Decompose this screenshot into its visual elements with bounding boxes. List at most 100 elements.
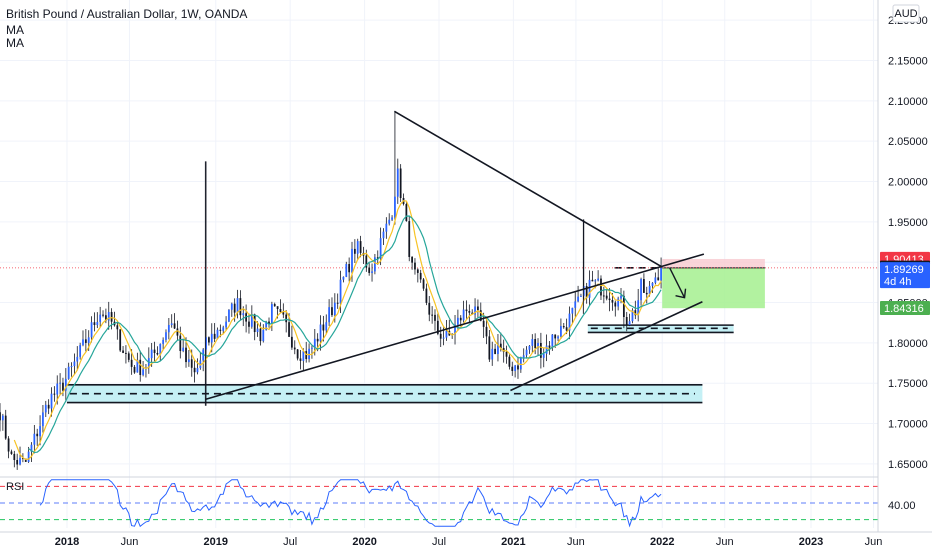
candle-body bbox=[374, 257, 376, 272]
candle-body bbox=[474, 306, 476, 315]
candle-body bbox=[16, 460, 19, 465]
indicator-ma-1[interactable]: MA bbox=[6, 23, 24, 37]
candle-body bbox=[262, 329, 265, 342]
candle-body bbox=[73, 361, 76, 367]
candle-body bbox=[568, 313, 571, 331]
rsi-header: RSI 40.00 bbox=[6, 481, 916, 512]
candle-body bbox=[605, 295, 608, 299]
candle-body bbox=[462, 309, 465, 321]
candle-body bbox=[53, 393, 56, 395]
candle-body bbox=[602, 295, 605, 297]
rsi-pane bbox=[0, 476, 878, 528]
candle-body bbox=[165, 332, 167, 340]
candle-body bbox=[265, 321, 268, 330]
candle-body bbox=[428, 302, 431, 315]
candle-body bbox=[531, 339, 534, 346]
candle-body bbox=[99, 314, 102, 322]
candle-body bbox=[308, 348, 310, 360]
candle-body bbox=[142, 369, 144, 375]
candle-body bbox=[508, 356, 511, 367]
candle-body bbox=[628, 321, 631, 325]
candle-body bbox=[50, 393, 53, 409]
currency-badge[interactable]: AUD bbox=[892, 4, 920, 23]
candle-body bbox=[648, 285, 651, 295]
candle-body bbox=[233, 303, 236, 313]
candle-body bbox=[242, 313, 245, 316]
candle-body bbox=[104, 315, 107, 321]
candle-body bbox=[253, 314, 256, 333]
candle-body bbox=[505, 352, 508, 357]
price-tick-label: 1.80000 bbox=[888, 338, 928, 350]
time-tick-label: Jun bbox=[567, 536, 585, 548]
candle-body bbox=[230, 303, 233, 310]
candle-body bbox=[56, 383, 59, 395]
candle-body bbox=[328, 307, 330, 323]
trendlines[interactable] bbox=[204, 110, 705, 406]
candle-body bbox=[248, 321, 250, 327]
candle-body bbox=[84, 339, 87, 343]
price-tick-label: 1.65000 bbox=[888, 459, 928, 471]
candle-body bbox=[268, 321, 270, 324]
candle-body bbox=[376, 257, 379, 259]
stop-loss-zone bbox=[662, 258, 765, 268]
candle-body bbox=[477, 306, 479, 311]
indicator-ma-2[interactable]: MA bbox=[6, 36, 24, 50]
candle-body bbox=[645, 292, 648, 295]
candle-body bbox=[353, 248, 356, 254]
candle-body bbox=[631, 310, 634, 322]
price-tick-label: 2.00000 bbox=[888, 177, 928, 189]
candle-body bbox=[156, 353, 159, 355]
candle-body bbox=[654, 277, 657, 283]
candle-body bbox=[150, 349, 153, 359]
candle-body bbox=[33, 433, 36, 445]
candle-body bbox=[219, 329, 222, 331]
candle-body bbox=[342, 276, 345, 280]
candle-body bbox=[208, 337, 210, 343]
candle-body bbox=[457, 317, 459, 325]
candle-body bbox=[24, 458, 27, 462]
candle-body bbox=[196, 368, 199, 373]
candle-body bbox=[250, 314, 253, 327]
time-tick-label: 2020 bbox=[352, 536, 376, 548]
candle-body bbox=[345, 264, 348, 277]
candle-body bbox=[582, 286, 585, 296]
time-tick-label: Jul bbox=[432, 536, 446, 548]
candle-body bbox=[291, 336, 293, 348]
candle-body bbox=[110, 312, 113, 322]
candle-body bbox=[293, 347, 296, 350]
candle-body bbox=[445, 330, 448, 338]
candle-body bbox=[13, 453, 16, 461]
candle-body bbox=[279, 309, 282, 313]
candle-body bbox=[90, 322, 93, 338]
candle-body bbox=[296, 349, 299, 359]
candle-body bbox=[497, 343, 499, 355]
candle-body bbox=[316, 338, 319, 342]
candle-body bbox=[222, 327, 225, 331]
candle-body bbox=[365, 255, 368, 268]
time-tick-label: 2023 bbox=[799, 536, 823, 548]
candle-body bbox=[517, 365, 519, 370]
price-tick-label: 2.15000 bbox=[888, 56, 928, 68]
candle-body bbox=[577, 296, 579, 302]
forecast-arrow-head bbox=[675, 288, 687, 299]
candle-body bbox=[1, 415, 4, 421]
rsi-label[interactable]: RSI bbox=[6, 481, 24, 493]
candle-body bbox=[565, 327, 568, 331]
time-tick-label: Jun bbox=[716, 536, 734, 548]
candle-body bbox=[422, 279, 425, 289]
chart-grid bbox=[0, 0, 878, 528]
candle-body bbox=[539, 343, 542, 358]
price-tick-label: 2.10000 bbox=[888, 96, 928, 108]
candle-body bbox=[494, 348, 496, 355]
candle-body bbox=[585, 286, 588, 298]
candle-body bbox=[285, 314, 288, 323]
candle-body bbox=[127, 353, 130, 360]
candle-body bbox=[47, 404, 50, 409]
candle-body bbox=[331, 307, 333, 316]
candle-body bbox=[611, 300, 614, 303]
candle-body bbox=[465, 309, 468, 312]
candle-body bbox=[239, 298, 242, 316]
candle-body bbox=[580, 295, 582, 297]
candle-body bbox=[557, 336, 559, 339]
